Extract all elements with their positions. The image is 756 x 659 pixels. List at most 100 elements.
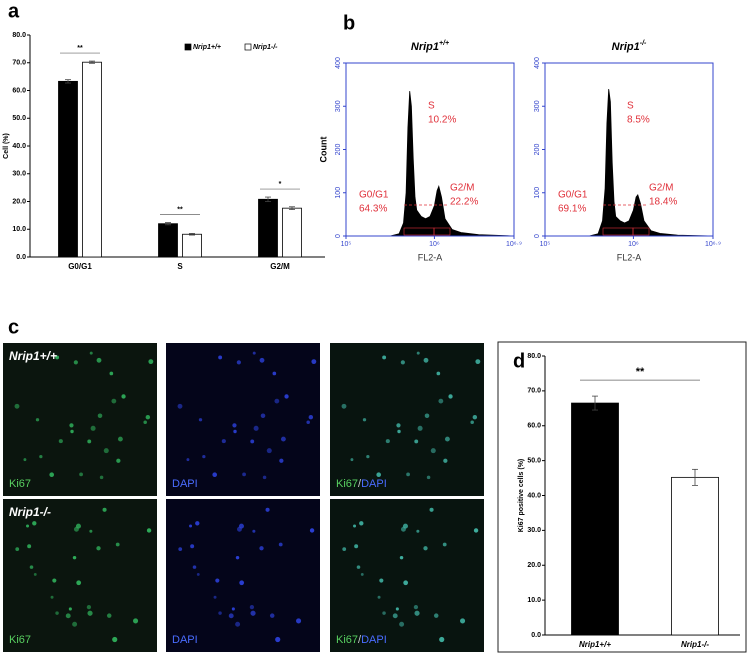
gate-name: G2/M	[450, 183, 474, 194]
cell-nucleus	[443, 458, 448, 463]
channel-label: Ki67/DAPI	[336, 478, 387, 490]
error-bar	[65, 79, 71, 84]
y-tick-label: 40.0	[527, 492, 541, 499]
cell-nucleus	[15, 547, 20, 552]
histogram	[589, 88, 714, 237]
cell-nucleus	[406, 472, 410, 477]
cell-nucleus	[278, 542, 283, 547]
cell-nucleus	[403, 580, 409, 586]
cell-nucleus	[50, 595, 54, 599]
cell-nucleus	[275, 636, 281, 643]
y-tick-label: 70.0	[527, 388, 541, 395]
y-tick-label: 80.0	[12, 32, 26, 39]
panel-letter: b	[343, 12, 355, 34]
cell-nucleus	[253, 425, 259, 431]
cell-nucleus	[252, 529, 256, 533]
y-tick-label: 10.0	[12, 226, 26, 233]
cell-nucleus	[133, 618, 139, 624]
cell-nucleus	[395, 607, 399, 611]
cell-nucleus	[73, 360, 78, 365]
cell-nucleus	[115, 542, 120, 547]
cell-nucleus	[284, 394, 289, 399]
error-bar	[592, 395, 598, 411]
title-text: Nrip1	[612, 41, 640, 53]
cell-nucleus	[90, 425, 96, 431]
cell-nucleus	[416, 351, 420, 355]
cell-nucleus	[342, 547, 347, 552]
cell-nucleus	[399, 621, 405, 627]
cell-nucleus	[198, 418, 203, 422]
cell-nucleus	[55, 355, 60, 360]
cell-nucleus	[218, 355, 223, 360]
cell-nucleus	[117, 436, 123, 442]
gate-box	[433, 227, 451, 236]
error-bar	[265, 196, 271, 202]
cell-nucleus	[231, 607, 235, 611]
cell-nucleus	[232, 423, 237, 428]
channel-label: DAPI	[172, 478, 198, 490]
bar	[571, 402, 619, 636]
significance-label: **	[77, 45, 83, 52]
cell-nucleus	[417, 425, 423, 431]
cell-nucleus	[309, 528, 315, 533]
cell-nucleus	[72, 555, 77, 560]
cell-nucleus	[250, 439, 255, 444]
cell-nucleus	[341, 403, 347, 409]
cell-nucleus	[89, 529, 93, 533]
legend-label: Nrip1-/-	[253, 44, 278, 51]
y-tick-label: 0	[335, 234, 342, 238]
micrograph-bg	[330, 499, 484, 652]
y-tick-label: 20.0	[12, 198, 26, 205]
y-tick-label: 10.0	[527, 597, 541, 604]
y-tick-label: 100	[534, 187, 541, 199]
x-tick-label: 10⁵	[341, 241, 352, 248]
cell-nucleus	[382, 355, 387, 360]
cell-nucleus	[79, 472, 83, 477]
channel-label: Ki67	[9, 634, 31, 646]
cell-nucleus	[239, 580, 245, 586]
cell-nucleus	[190, 544, 195, 549]
cell-nucleus	[266, 448, 272, 454]
gate-name: G0/G1	[558, 190, 588, 201]
title-text: Nrip1	[411, 41, 439, 53]
cell-nucleus	[72, 621, 78, 627]
error-bar	[189, 233, 195, 236]
cell-nucleus	[250, 610, 256, 616]
cell-nucleus	[259, 546, 264, 551]
x-axis-label: FL2-A	[418, 252, 443, 262]
cell-nucleus	[354, 544, 359, 549]
cell-nucleus	[76, 580, 82, 586]
x-tick-label: Nrip1+/+	[579, 640, 611, 649]
significance-label: **	[636, 366, 645, 378]
y-tick-label: 30.0	[527, 527, 541, 534]
cell-nucleus	[470, 420, 474, 424]
cell-nucleus	[356, 565, 361, 569]
cell-nucleus	[252, 351, 256, 355]
cell-nucleus	[111, 398, 117, 404]
panel-letter: c	[8, 316, 19, 338]
gate-value: 64.3%	[359, 204, 387, 215]
significance-label: *	[279, 181, 282, 188]
x-tick-label: 10⁶	[628, 241, 639, 248]
cell-nucleus	[385, 439, 390, 444]
cell-nucleus	[29, 565, 34, 569]
cell-nucleus	[429, 507, 434, 512]
bar	[158, 223, 178, 258]
y-axis-label: Count	[318, 137, 328, 163]
micrograph-bg	[166, 499, 320, 652]
plot-frame	[345, 62, 515, 237]
gate-value: 69.1%	[558, 204, 586, 215]
cell-nucleus	[23, 458, 27, 462]
cell-nucleus	[433, 613, 439, 618]
cell-nucleus	[280, 436, 286, 442]
y-tick-label: 80.0	[527, 353, 541, 360]
cell-nucleus	[402, 523, 408, 529]
cell-nucleus	[116, 458, 121, 463]
cell-nucleus	[228, 613, 234, 619]
cell-nucleus	[58, 439, 63, 444]
cell-nucleus	[218, 611, 222, 615]
cell-nucleus	[473, 528, 479, 533]
gate-value: 22.2%	[450, 197, 478, 208]
x-axis-label: FL2-A	[617, 252, 642, 262]
cell-nucleus	[296, 618, 302, 624]
